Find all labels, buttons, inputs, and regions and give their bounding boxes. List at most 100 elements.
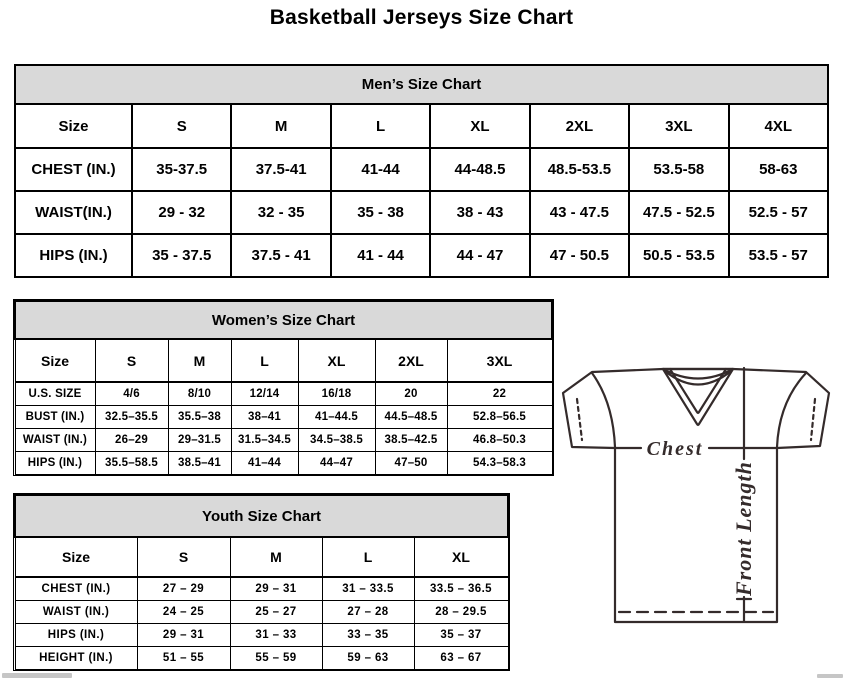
row-label: WAIST (IN.) — [14, 600, 138, 624]
size-value: 34.5–38.5 — [297, 428, 376, 452]
size-value: 63 – 67 — [413, 646, 509, 670]
column-header: XL — [413, 536, 509, 578]
size-value: 32 - 35 — [230, 190, 332, 235]
size-value: 24 – 25 — [136, 600, 231, 624]
size-value: 20 — [374, 381, 448, 406]
jersey-diagram: Chest Front Length — [561, 366, 831, 624]
column-header: S — [130, 103, 233, 149]
womens-table-title: Women’s Size Chart — [14, 300, 553, 340]
size-value: 44 - 47 — [429, 233, 531, 278]
size-value: 38.5–42.5 — [374, 428, 448, 452]
size-value: 43 - 47.5 — [528, 190, 631, 235]
size-value: 41–44.5 — [297, 405, 376, 429]
column-header: 2XL — [528, 103, 631, 149]
table-row: HIPS (IN.) 29 – 31 31 – 33 33 – 35 35 – … — [14, 623, 509, 647]
armhole-seam-left — [590, 371, 617, 449]
size-value: 38 - 43 — [429, 190, 531, 235]
size-value: 38–41 — [230, 405, 299, 429]
cuff-seam-left — [575, 397, 584, 442]
table-row: CHEST (IN.) 27 – 29 29 – 31 31 – 33.5 33… — [14, 576, 509, 601]
table-row: U.S. SIZE 4/6 8/10 12/14 16/18 20 22 — [14, 381, 553, 406]
row-label: CHEST (IN.) — [14, 147, 133, 192]
armhole-seam-right — [775, 371, 808, 449]
size-value: 54.3–58.3 — [446, 451, 553, 475]
mens-size-table: Men’s Size Chart Size S M L XL 2XL 3XL 4… — [14, 64, 830, 278]
row-label: HIPS (IN.) — [14, 451, 96, 475]
column-header: 3XL — [628, 103, 730, 149]
size-value: 8/10 — [167, 381, 232, 406]
column-header: M — [229, 536, 323, 578]
table-row: CHEST (IN.) 35-37.5 37.5-41 41-44 44-48.… — [14, 147, 830, 192]
size-value: 37.5-41 — [230, 147, 332, 192]
table-row: HIPS (IN.) 35 - 37.5 37.5 - 41 41 - 44 4… — [14, 233, 830, 278]
size-value: 58-63 — [727, 147, 830, 192]
cuff-seam-right — [809, 397, 817, 442]
size-value: 35 – 37 — [413, 623, 509, 647]
size-value: 44–47 — [297, 451, 376, 475]
row-label: WAIST(IN.) — [14, 190, 133, 235]
size-value: 53.5 - 57 — [727, 233, 830, 278]
collar-v-outer — [661, 367, 735, 427]
column-header: Size — [14, 103, 133, 149]
size-value: 50.5 - 53.5 — [628, 233, 730, 278]
size-value: 35.5–58.5 — [94, 451, 169, 475]
size-value: 44.5–48.5 — [374, 405, 448, 429]
size-value: 33.5 – 36.5 — [413, 576, 509, 601]
size-value: 41-44 — [329, 147, 432, 192]
size-value: 31 – 33.5 — [321, 576, 415, 601]
size-value: 35 - 37.5 — [130, 233, 233, 278]
womens-size-table: Women’s Size Chart Size S M L XL 2XL 3XL… — [13, 299, 554, 476]
size-value: 31 – 33 — [229, 623, 323, 647]
front-length-measure-line — [735, 366, 753, 623]
size-value: 29 – 31 — [229, 576, 323, 601]
size-value: 28 – 29.5 — [413, 600, 509, 624]
youth-table-title: Youth Size Chart — [14, 494, 509, 538]
size-value: 41–44 — [230, 451, 299, 475]
column-header: L — [329, 103, 432, 149]
table-row: WAIST(IN.) 29 - 32 32 - 35 35 - 38 38 - … — [14, 190, 830, 235]
size-value: 33 – 35 — [321, 623, 415, 647]
front-length-label: Front Length — [731, 461, 756, 597]
column-header: L — [321, 536, 415, 578]
page-title: Basketball Jerseys Size Chart — [269, 6, 574, 29]
size-value: 38.5–41 — [167, 451, 232, 475]
size-value: 29 - 32 — [130, 190, 233, 235]
row-label: HEIGHT (IN.) — [14, 646, 138, 670]
size-value: 27 – 28 — [321, 600, 415, 624]
column-header: 3XL — [446, 338, 553, 383]
table-row: BUST (IN.) 32.5–35.5 35.5–38 38–41 41–44… — [14, 405, 553, 429]
column-header: Size — [14, 536, 138, 578]
size-value: 51 – 55 — [136, 646, 231, 670]
mens-table-title: Men’s Size Chart — [14, 64, 829, 105]
size-value: 46.8–50.3 — [446, 428, 553, 452]
size-value: 37.5 - 41 — [230, 233, 332, 278]
size-value: 59 – 63 — [321, 646, 415, 670]
size-value: 25 – 27 — [229, 600, 323, 624]
size-value: 26–29 — [94, 428, 169, 452]
collar-v-inner — [668, 367, 728, 415]
size-value: 4/6 — [94, 381, 169, 406]
size-value: 48.5-53.5 — [528, 147, 631, 192]
size-value: 27 – 29 — [136, 576, 231, 601]
collar-back-arc-outer — [661, 367, 735, 380]
column-header: XL — [429, 103, 531, 149]
size-value: 41 - 44 — [329, 233, 432, 278]
chest-label: Chest — [647, 438, 704, 460]
youth-size-table: Youth Size Chart Size S M L XL CHEST (IN… — [13, 493, 510, 671]
size-value: 35.5–38 — [167, 405, 232, 429]
size-value: 44-48.5 — [429, 147, 531, 192]
size-value: 31.5–34.5 — [230, 428, 299, 452]
row-label: U.S. SIZE — [14, 381, 96, 406]
size-value: 29 – 31 — [136, 623, 231, 647]
row-label: HIPS (IN.) — [14, 623, 138, 647]
size-value: 47 - 50.5 — [528, 233, 631, 278]
column-header: M — [167, 338, 232, 383]
horizontal-scrollbar-thumb-right[interactable] — [817, 674, 843, 678]
row-label: WAIST (IN.) — [14, 428, 96, 452]
size-value: 53.5-58 — [628, 147, 730, 192]
size-value: 47–50 — [374, 451, 448, 475]
size-value: 35 - 38 — [329, 190, 432, 235]
horizontal-scrollbar-thumb-left[interactable] — [2, 673, 72, 678]
table-row: WAIST (IN.) 26–29 29–31.5 31.5–34.5 34.5… — [14, 428, 553, 452]
row-label: CHEST (IN.) — [14, 576, 138, 601]
